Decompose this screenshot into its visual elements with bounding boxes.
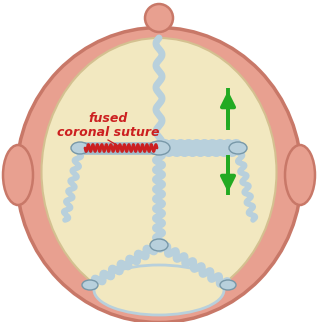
Ellipse shape [148,141,170,155]
Ellipse shape [17,27,301,322]
Ellipse shape [3,145,33,205]
Ellipse shape [229,142,247,154]
Ellipse shape [82,280,98,290]
Text: fused: fused [88,111,128,125]
Ellipse shape [94,265,224,315]
Ellipse shape [220,280,236,290]
Ellipse shape [145,4,173,32]
Ellipse shape [150,239,168,251]
Ellipse shape [42,38,276,306]
Ellipse shape [71,142,89,154]
Ellipse shape [285,145,315,205]
Text: coronal suture: coronal suture [57,126,159,138]
